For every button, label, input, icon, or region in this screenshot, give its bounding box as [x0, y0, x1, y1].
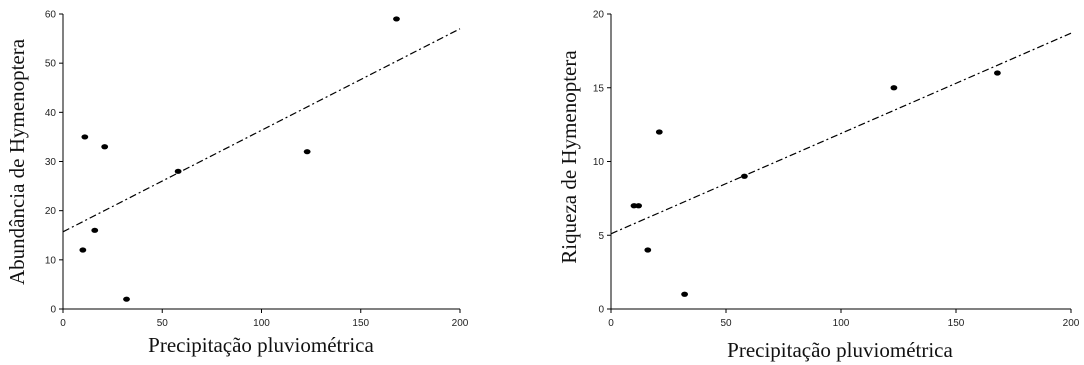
- y-axis-label: Abundância de Hymenoptera: [5, 38, 29, 285]
- y-tick-label: 20: [45, 206, 57, 217]
- x-tick-label: 150: [948, 318, 965, 329]
- data-point: [303, 149, 311, 155]
- y-axis-label: Riqueza de Hymenoptera: [557, 50, 581, 264]
- data-point: [91, 227, 99, 233]
- x-tick-label: 150: [352, 318, 369, 329]
- x-tick-label: 100: [833, 318, 850, 329]
- x-tick-label: 0: [60, 318, 66, 329]
- y-tick-label: 30: [45, 157, 57, 168]
- data-point: [994, 70, 1001, 76]
- trendline: [62, 28, 461, 233]
- y-tick-label: 0: [598, 305, 604, 316]
- x-tick-label: 100: [253, 318, 270, 329]
- data-point: [101, 144, 109, 150]
- x-tick-label: 200: [452, 318, 469, 329]
- data-point: [174, 168, 182, 174]
- trendline: [610, 32, 1072, 235]
- data-point: [741, 173, 748, 179]
- x-axis-label: Precipitação pluviométrica: [727, 338, 953, 362]
- data-point: [79, 247, 87, 253]
- y-tick-label: 50: [45, 59, 57, 70]
- data-point: [393, 16, 400, 22]
- y-tick-label: 5: [598, 231, 604, 242]
- y-tick-label: 0: [50, 305, 56, 316]
- x-tick-label: 50: [720, 318, 732, 329]
- y-tick-label: 10: [45, 255, 57, 266]
- data-point: [681, 291, 688, 297]
- data-point: [655, 129, 663, 135]
- y-tick-label: 60: [45, 10, 57, 21]
- x-tick-label: 200: [1063, 318, 1080, 329]
- y-tick-label: 40: [45, 108, 57, 119]
- y-tick-label: 10: [593, 157, 605, 168]
- data-point: [644, 247, 652, 253]
- data-point: [635, 203, 642, 209]
- y-tick-label: 15: [593, 83, 605, 94]
- y-tick-label: 20: [593, 10, 605, 21]
- data-point: [123, 296, 130, 302]
- x-tick-label: 0: [608, 318, 614, 329]
- x-axis-label: Precipitação pluviométrica: [148, 333, 374, 357]
- abundance-chart: 0 10 20 30 40 50 60 0 50 100 150 200 Precipitação pl…: [5, 10, 469, 358]
- x-tick-label: 50: [157, 318, 169, 329]
- data-point: [890, 85, 898, 91]
- data-point: [81, 134, 89, 140]
